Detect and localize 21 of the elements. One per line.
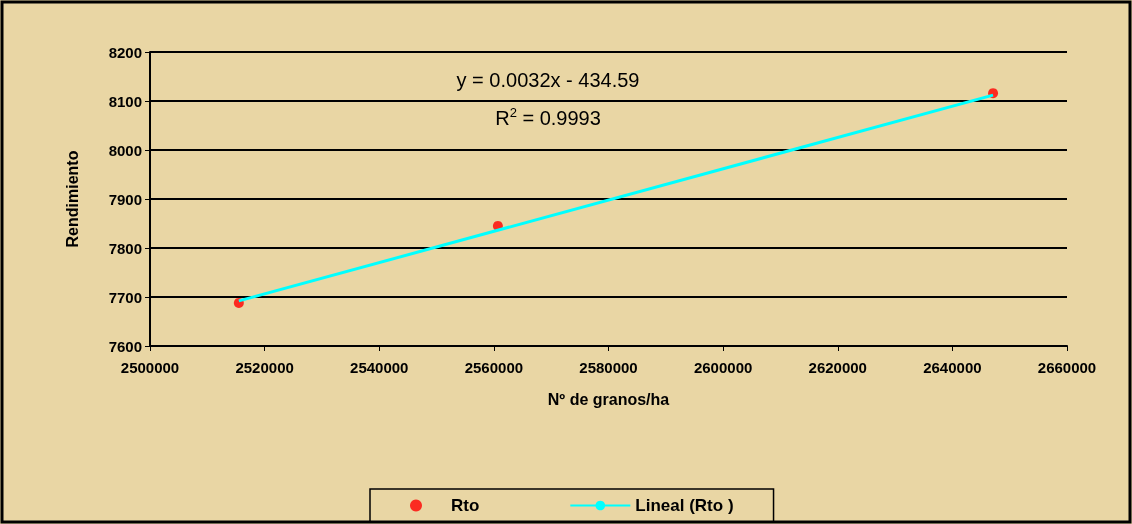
legend-label: Lineal (Rto ) [635,496,734,515]
x-tick-label: 2560000 [464,359,524,376]
legend-label: Rto [451,496,480,515]
x-tick-label: 2660000 [1037,359,1097,376]
x-tick-label: 2500000 [120,359,180,376]
y-axis-title: Rendimiento [63,150,81,248]
x-tick-label: 2580000 [579,359,638,376]
y-tick-label: 8100 [108,92,142,110]
y-tick-label: 7600 [108,337,142,355]
x-axis-title: Nº de granos/ha [547,390,670,408]
y-tick-label: 8200 [108,43,142,61]
x-tick-label: 2620000 [808,359,867,376]
x-tick-label: 2540000 [350,359,409,376]
y-tick-label: 8000 [108,141,142,159]
y-tick-label: 7900 [108,190,142,208]
annotation: y = 0.0032x - 434.59 [456,69,640,91]
y-tick-label: 7800 [108,239,142,257]
x-tick-label: 2600000 [693,359,753,376]
x-tick-label: 2640000 [923,359,982,376]
x-tick-label: 2520000 [235,359,294,376]
y-tick-label: 7700 [108,288,142,306]
